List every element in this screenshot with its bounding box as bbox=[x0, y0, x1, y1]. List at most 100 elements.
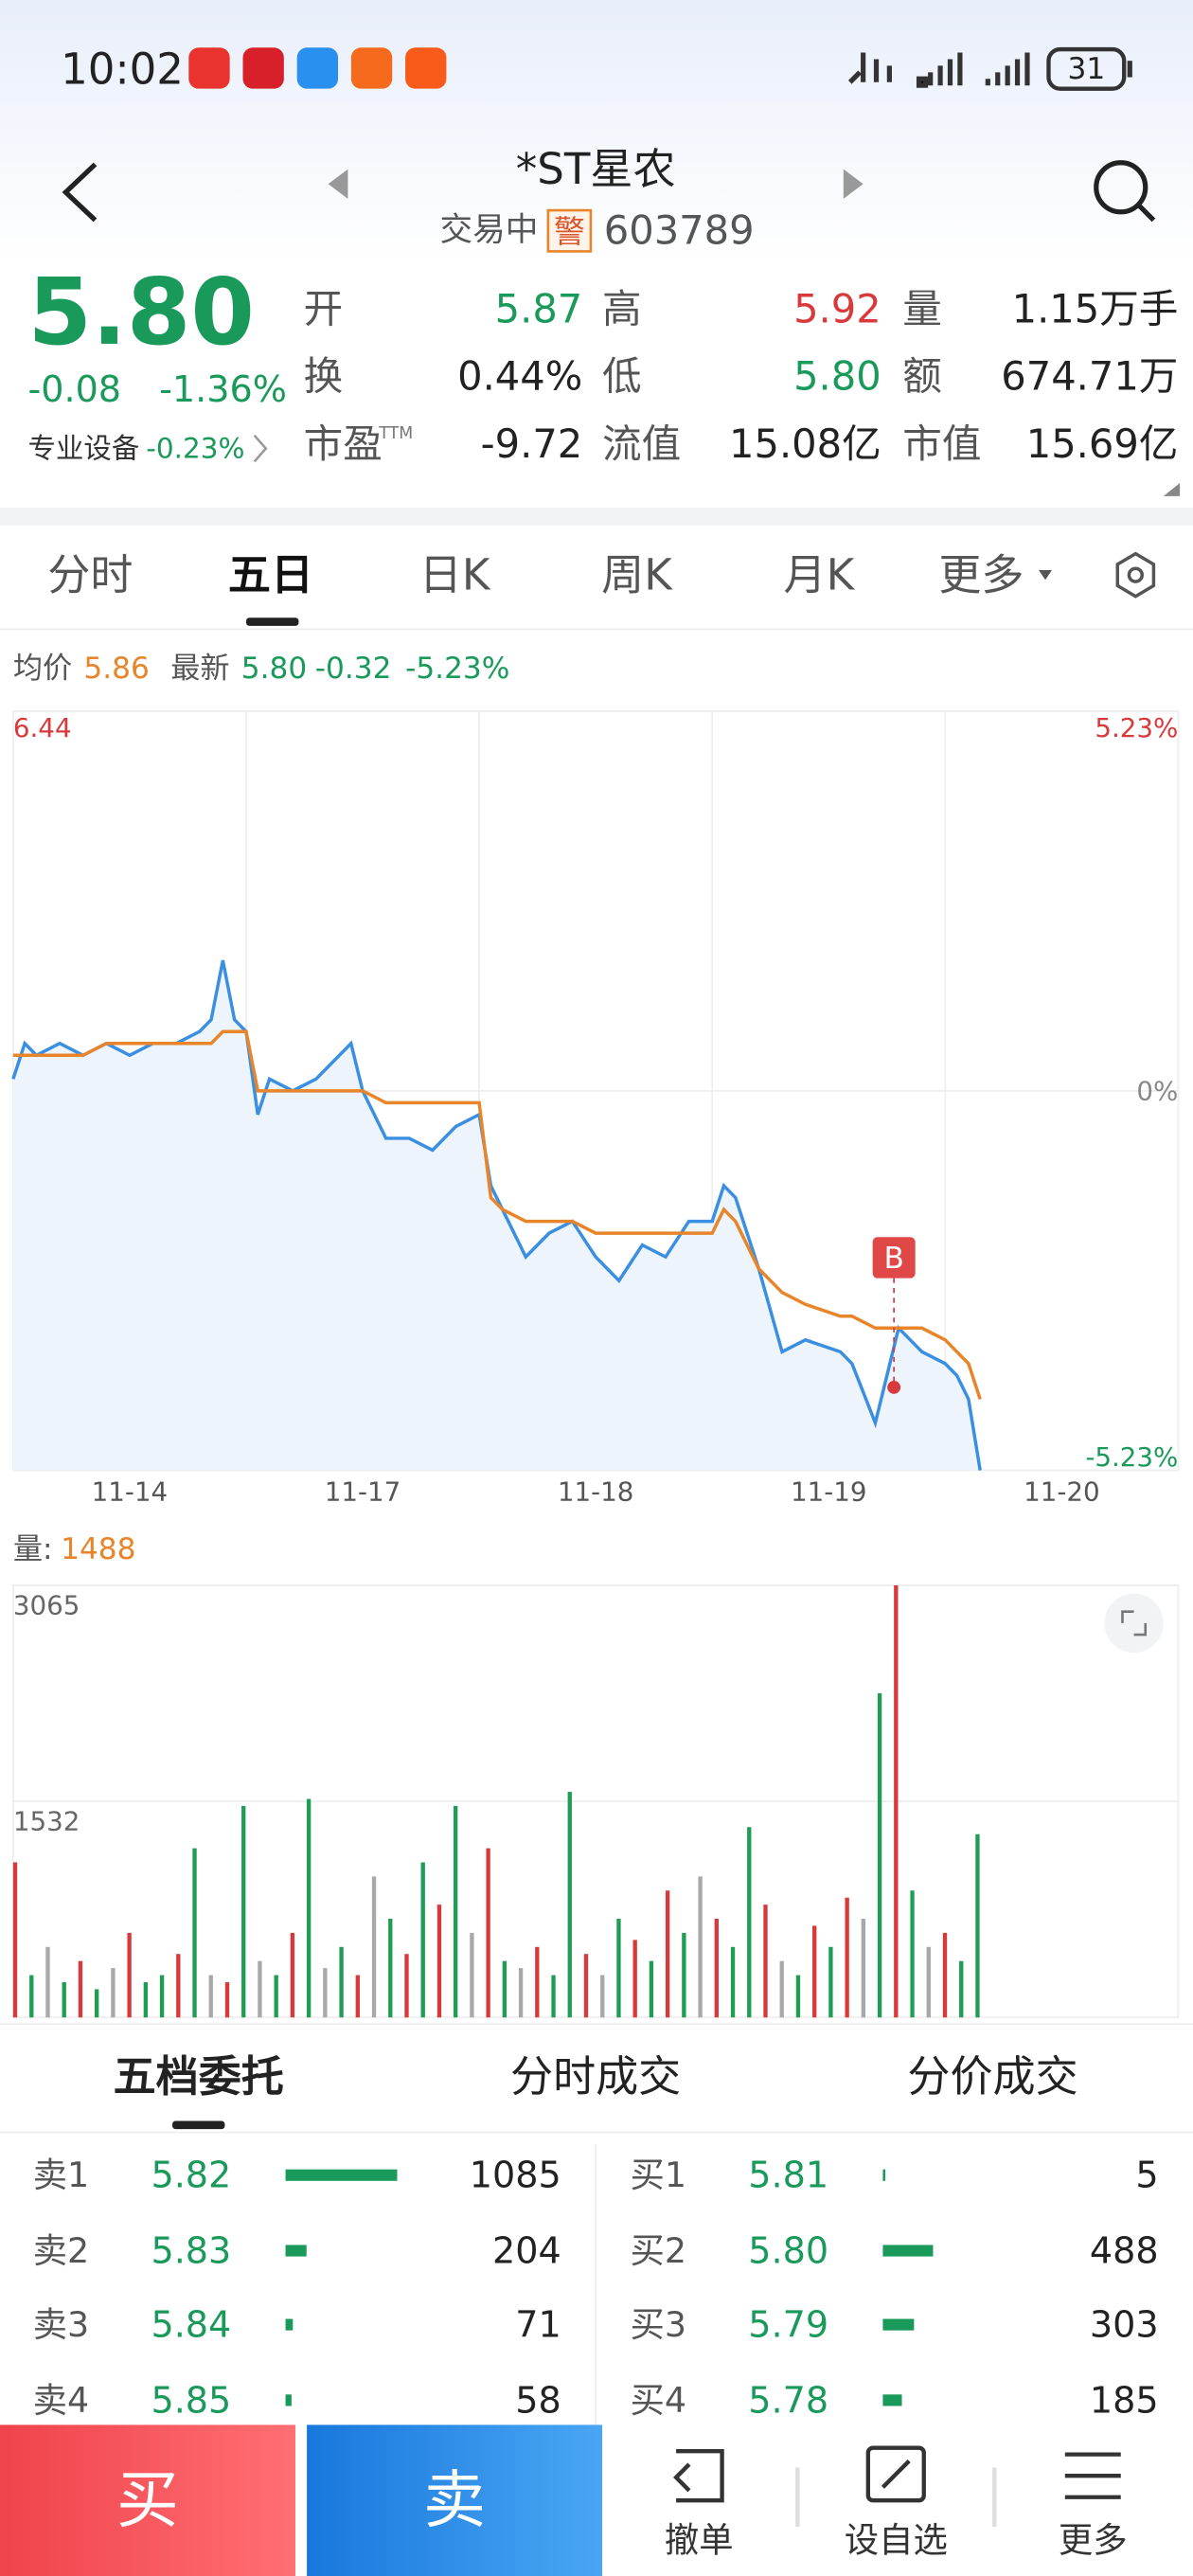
volume-bar bbox=[845, 1897, 849, 2018]
book-tab[interactable]: 分价成交 bbox=[907, 2051, 1077, 2102]
y2-tick-label: -5.23% bbox=[1085, 1441, 1178, 1473]
book-bar bbox=[882, 2169, 886, 2181]
y2-tick-label: 0% bbox=[1136, 1075, 1178, 1106]
annotation-dot bbox=[887, 1380, 901, 1394]
book-price: 5.81 bbox=[748, 2155, 828, 2196]
volume-bar bbox=[502, 1960, 507, 2018]
book-tab[interactable]: 五档委托 bbox=[114, 2051, 284, 2102]
volume-bar bbox=[258, 1960, 262, 2018]
prev-stock[interactable] bbox=[328, 169, 348, 199]
back-button[interactable] bbox=[62, 162, 98, 223]
y-tick-label: 3065 bbox=[13, 1589, 80, 1620]
book-label: 买4 bbox=[631, 2380, 687, 2421]
volume-bar bbox=[143, 1981, 149, 2018]
field-value: 5.87 bbox=[495, 286, 583, 332]
volume-bar bbox=[78, 1960, 83, 2018]
y2-tick-label: 5.23% bbox=[1095, 712, 1178, 743]
field-label: 流值 bbox=[602, 420, 681, 467]
volume-bar bbox=[779, 1960, 784, 2018]
book-label: 卖4 bbox=[33, 2380, 90, 2421]
book-bar bbox=[285, 2245, 307, 2257]
field-value: 674.71万 bbox=[1001, 353, 1178, 400]
field-value: 0.44% bbox=[457, 353, 582, 400]
settings-button[interactable] bbox=[1115, 551, 1156, 599]
buy-button[interactable] bbox=[0, 2424, 295, 2576]
book-volume: 71 bbox=[515, 2304, 561, 2346]
warn-box bbox=[546, 208, 593, 253]
status-time: 10:02 bbox=[61, 44, 184, 94]
volume-bar bbox=[730, 1946, 736, 2018]
volume-bar bbox=[371, 1876, 377, 2018]
sell-label[interactable]: 卖 bbox=[423, 2464, 486, 2537]
volume-bar bbox=[420, 1862, 425, 2018]
volume-bar bbox=[763, 1905, 768, 2018]
volume-bar bbox=[600, 1975, 605, 2018]
volume-bar bbox=[290, 1932, 295, 2018]
book-tab[interactable]: 分时成交 bbox=[510, 2051, 681, 2102]
tab[interactable]: 五日 bbox=[228, 550, 313, 600]
volume-bar bbox=[159, 1975, 165, 2018]
action-label[interactable]: 撤单 bbox=[665, 2519, 734, 2560]
price-line bbox=[12, 1029, 982, 1400]
fullscreen-button[interactable] bbox=[1104, 1593, 1164, 1654]
book-label: 卖1 bbox=[33, 2155, 90, 2195]
volume-bar bbox=[795, 1975, 801, 2018]
volume-bar bbox=[127, 1932, 132, 2018]
volume-label: 量: bbox=[13, 1532, 53, 1566]
tab[interactable]: 分时 bbox=[47, 550, 133, 600]
volume-bar bbox=[877, 1692, 882, 2018]
tab[interactable]: 月K bbox=[784, 550, 856, 600]
legend-change: -0.32 bbox=[315, 652, 392, 686]
field-value: 1.15万手 bbox=[1012, 286, 1179, 332]
next-stock[interactable] bbox=[843, 169, 864, 199]
volume-bar bbox=[861, 1919, 866, 2018]
volume-bar bbox=[208, 1975, 213, 2018]
book-volume: 488 bbox=[1090, 2230, 1159, 2272]
field-label: 市值 bbox=[902, 420, 981, 467]
book-volume: 303 bbox=[1090, 2304, 1159, 2346]
x-tick-label: 11-20 bbox=[1024, 1476, 1100, 1508]
volume-bar bbox=[62, 1981, 66, 2018]
volume-bar bbox=[323, 1968, 328, 2018]
book-bar bbox=[285, 2169, 398, 2181]
field-label-sup: TTM bbox=[378, 424, 413, 443]
action-label[interactable]: 更多 bbox=[1059, 2519, 1128, 2560]
price: 5.80 bbox=[27, 259, 254, 366]
book-label: 买1 bbox=[631, 2155, 687, 2195]
sector-arrow[interactable] bbox=[253, 434, 268, 463]
volume-bar bbox=[812, 1925, 817, 2018]
tab[interactable]: 日K bbox=[419, 550, 491, 600]
volume-bar bbox=[698, 1876, 703, 2018]
sell-button[interactable] bbox=[307, 2424, 603, 2576]
stock-code: 603789 bbox=[604, 206, 755, 253]
expand-corner[interactable] bbox=[1163, 483, 1181, 496]
field-value: -9.72 bbox=[481, 420, 583, 467]
search-button[interactable] bbox=[1094, 160, 1156, 223]
status-icons bbox=[188, 46, 1132, 91]
volume-bar bbox=[942, 1932, 948, 2018]
volume-bar bbox=[747, 1827, 752, 2018]
volume-bar bbox=[176, 1954, 181, 2018]
book-label: 买2 bbox=[631, 2230, 687, 2271]
book-price: 5.79 bbox=[748, 2304, 828, 2346]
action-label[interactable]: 设自选 bbox=[845, 2519, 948, 2560]
book-volume: 5 bbox=[1135, 2155, 1158, 2196]
volume-bar bbox=[111, 1968, 116, 2018]
volume-bar bbox=[894, 1584, 899, 2018]
book-price: 5.78 bbox=[748, 2379, 828, 2421]
x-tick-label: 11-18 bbox=[558, 1476, 634, 1508]
book-bar bbox=[882, 2394, 902, 2406]
volume-bar bbox=[45, 1946, 50, 2018]
y-tick-label: 1532 bbox=[13, 1805, 80, 1836]
legend-last: 5.80 bbox=[241, 652, 307, 686]
buy-label[interactable]: 买 bbox=[116, 2464, 179, 2537]
volume-bar bbox=[470, 1932, 474, 2018]
tab[interactable]: 更多 bbox=[938, 550, 1024, 600]
legend-last-label: 最新 bbox=[170, 652, 229, 686]
volume-bar bbox=[665, 1890, 670, 2018]
volume-bar bbox=[910, 1890, 915, 2018]
tab[interactable]: 周K bbox=[601, 550, 673, 600]
volume-bar bbox=[306, 1798, 312, 2018]
